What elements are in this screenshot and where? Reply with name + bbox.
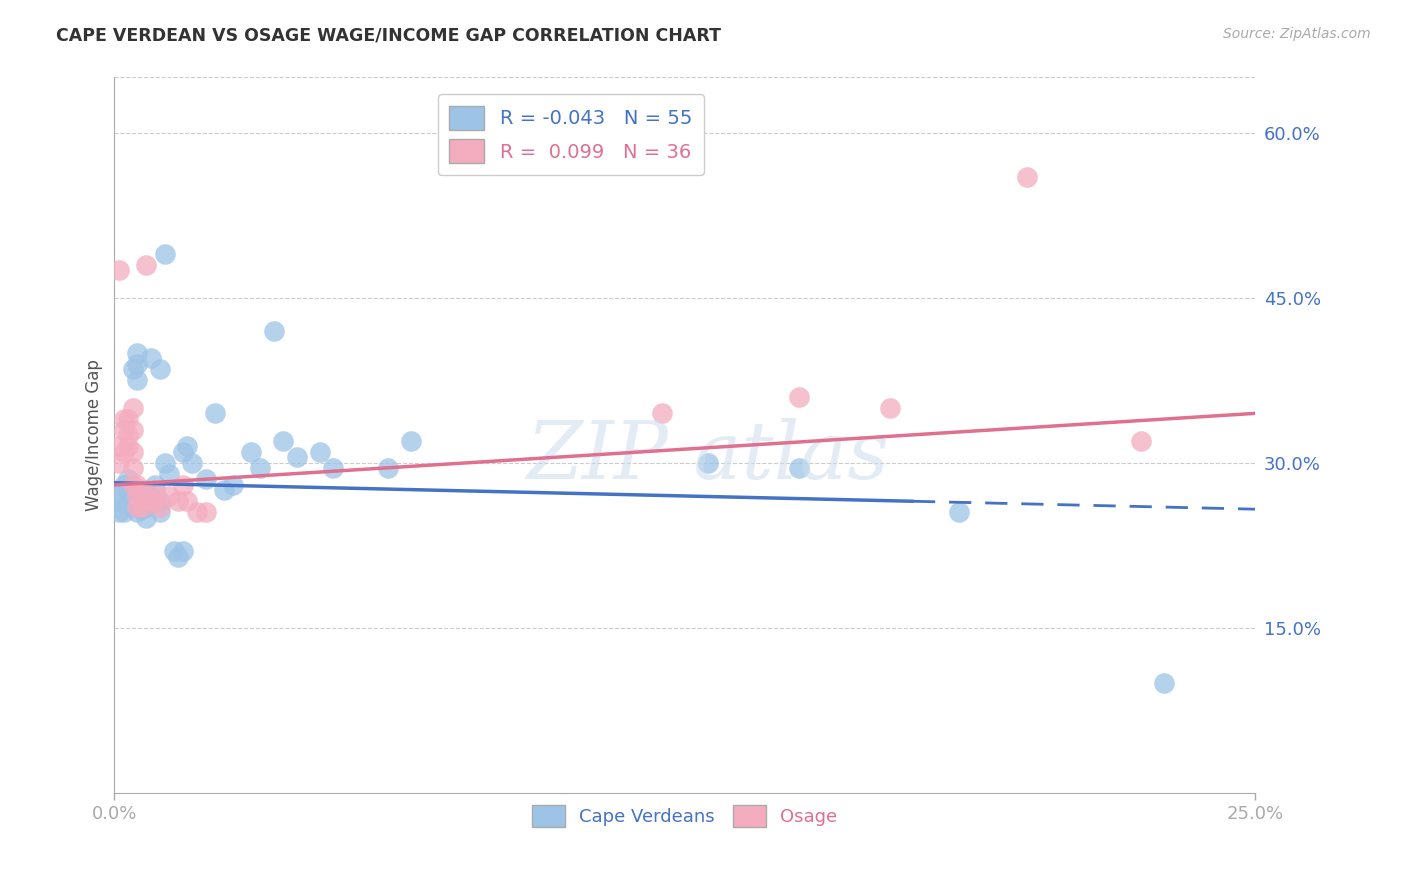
Point (127, 346, 149, 360)
Point (249, 461, 271, 475)
Point (121, 461, 143, 475)
Point (112, 478, 135, 492)
Point (127, 373, 149, 387)
Point (127, 489, 149, 503)
Point (112, 445, 135, 459)
Point (263, 324, 285, 338)
Point (149, 362, 172, 376)
Point (121, 362, 143, 376)
Point (117, 439, 139, 453)
Text: CAPE VERDEAN VS OSAGE WAGE/INCOME GAP CORRELATION CHART: CAPE VERDEAN VS OSAGE WAGE/INCOME GAP CO… (56, 27, 721, 45)
Point (108, 439, 131, 453)
Point (127, 500, 149, 514)
Point (787, 461, 810, 475)
Point (172, 544, 194, 558)
Legend: Cape Verdeans, Osage: Cape Verdeans, Osage (526, 798, 845, 834)
Point (149, 494, 172, 508)
Point (176, 439, 198, 453)
Point (240, 445, 263, 459)
Point (121, 478, 143, 492)
Point (285, 450, 308, 465)
Point (108, 456, 131, 470)
Point (149, 500, 172, 514)
Point (121, 445, 143, 459)
Point (117, 494, 139, 508)
Point (108, 489, 131, 503)
Point (377, 461, 399, 475)
Point (112, 506, 135, 520)
Point (212, 483, 235, 498)
Point (135, 500, 157, 514)
Point (204, 406, 226, 420)
Point (322, 461, 344, 475)
Point (135, 511, 157, 525)
Point (399, 434, 422, 448)
Point (163, 544, 186, 558)
Point (145, 483, 167, 498)
Point (135, 483, 157, 498)
Point (139, 494, 162, 508)
Point (153, 246, 176, 260)
Point (696, 456, 718, 470)
Point (149, 506, 172, 520)
Point (139, 351, 162, 366)
Point (222, 478, 245, 492)
Point (121, 489, 143, 503)
Text: Source: ZipAtlas.com: Source: ZipAtlas.com (1223, 27, 1371, 41)
Point (139, 494, 162, 508)
Point (121, 500, 143, 514)
Point (121, 401, 143, 415)
Point (181, 456, 204, 470)
Point (1130, 434, 1153, 448)
Point (117, 412, 139, 426)
Point (145, 494, 167, 508)
Point (194, 506, 217, 520)
Point (948, 506, 970, 520)
Point (651, 406, 673, 420)
Point (117, 428, 139, 442)
Point (131, 502, 153, 516)
Point (135, 258, 157, 272)
Point (308, 445, 330, 459)
Point (145, 494, 167, 508)
Point (1015, 169, 1038, 184)
Point (879, 401, 901, 415)
Point (121, 423, 143, 437)
Point (167, 494, 190, 508)
Point (153, 456, 176, 470)
Point (787, 390, 810, 404)
Point (117, 483, 139, 498)
Point (127, 506, 149, 520)
Point (1153, 676, 1175, 690)
Point (172, 478, 194, 492)
Point (271, 434, 294, 448)
Point (131, 494, 153, 508)
Point (127, 357, 149, 371)
Point (108, 506, 131, 520)
Point (108, 494, 131, 508)
Point (131, 489, 153, 503)
Y-axis label: Wage/Income Gap: Wage/Income Gap (86, 359, 103, 511)
Point (145, 478, 167, 492)
Point (157, 467, 180, 481)
Point (157, 489, 180, 503)
Point (117, 473, 139, 487)
Point (112, 412, 135, 426)
Point (176, 494, 198, 508)
Point (135, 489, 157, 503)
Point (194, 473, 217, 487)
Point (186, 506, 208, 520)
Point (112, 423, 135, 437)
Point (127, 478, 149, 492)
Point (135, 494, 157, 508)
Point (108, 263, 131, 277)
Point (172, 445, 194, 459)
Point (167, 549, 190, 564)
Text: ZIP atlas: ZIP atlas (526, 418, 889, 496)
Point (131, 494, 153, 508)
Point (131, 500, 153, 514)
